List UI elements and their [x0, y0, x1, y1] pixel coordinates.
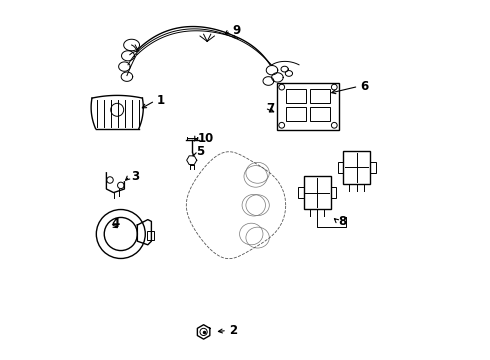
Text: 4: 4: [112, 217, 120, 230]
Bar: [286, 89, 306, 103]
Bar: [277, 83, 339, 130]
Text: 1: 1: [157, 94, 165, 107]
Text: 2: 2: [229, 324, 237, 337]
Text: 6: 6: [360, 80, 368, 93]
Bar: [303, 176, 330, 209]
Bar: [338, 162, 343, 173]
Bar: [370, 162, 375, 173]
Bar: [310, 89, 330, 103]
Text: 8: 8: [339, 215, 347, 228]
Bar: [147, 231, 154, 240]
Text: 10: 10: [197, 132, 214, 145]
Bar: [310, 107, 330, 121]
Bar: [330, 187, 336, 198]
Bar: [298, 187, 303, 198]
Bar: [343, 151, 370, 184]
Text: 7: 7: [267, 102, 275, 114]
Text: 3: 3: [132, 170, 140, 183]
Text: 5: 5: [196, 145, 205, 158]
Bar: [286, 107, 306, 121]
Text: 9: 9: [232, 24, 241, 37]
